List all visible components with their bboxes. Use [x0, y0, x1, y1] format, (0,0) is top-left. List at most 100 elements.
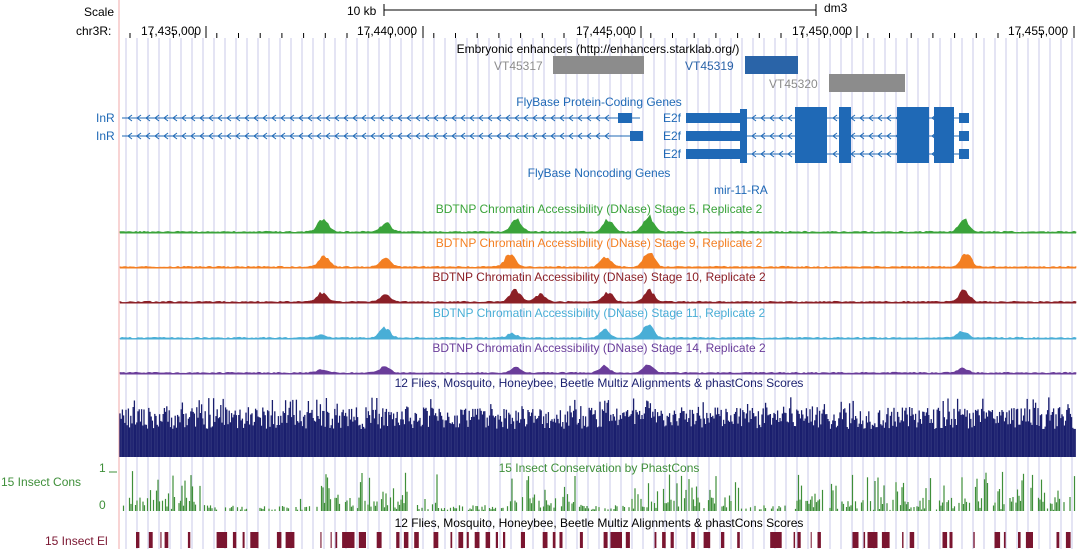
- conserved-element[interactable]: [559, 532, 563, 548]
- gene-exon[interactable]: [740, 109, 747, 127]
- conserved-element[interactable]: [433, 532, 439, 548]
- conserved-element[interactable]: [1056, 532, 1060, 548]
- conserved-element[interactable]: [450, 532, 453, 548]
- conserved-element[interactable]: [458, 532, 464, 548]
- gene-exon[interactable]: [959, 113, 969, 123]
- conserved-element[interactable]: [691, 532, 695, 548]
- conserved-element[interactable]: [881, 532, 890, 548]
- enhancer-box-vt45317[interactable]: [553, 56, 644, 74]
- gene-label-e2f[interactable]: E2f: [663, 147, 682, 161]
- conserved-element[interactable]: [867, 532, 878, 548]
- dnase-signal[interactable]: [119, 214, 1077, 234]
- conserved-element[interactable]: [625, 532, 630, 548]
- conserved-element[interactable]: [1018, 532, 1021, 548]
- conserved-element[interactable]: [610, 532, 623, 548]
- conserved-element[interactable]: [160, 532, 162, 548]
- conserved-element[interactable]: [994, 532, 1001, 548]
- conserved-element[interactable]: [136, 532, 140, 548]
- conserved-element[interactable]: [242, 532, 245, 548]
- conserved-element[interactable]: [520, 532, 525, 548]
- gene-exon-block[interactable]: [839, 107, 851, 163]
- gene-label-e2f[interactable]: E2f: [663, 129, 682, 143]
- conserved-element[interactable]: [335, 532, 338, 548]
- gene-exon[interactable]: [959, 149, 969, 159]
- gene-exon[interactable]: [630, 131, 643, 141]
- dnase-signal[interactable]: [119, 364, 1077, 375]
- conserved-element[interactable]: [852, 532, 859, 548]
- conserved-element[interactable]: [579, 532, 583, 548]
- conserved-element[interactable]: [1003, 532, 1006, 548]
- conserved-element[interactable]: [770, 532, 782, 548]
- conserved-element[interactable]: [817, 532, 821, 548]
- conserved-element[interactable]: [654, 532, 657, 548]
- gene-exon-block[interactable]: [897, 107, 929, 163]
- conserved-element[interactable]: [603, 532, 608, 548]
- conserved-element[interactable]: [358, 532, 366, 548]
- dnase-signal[interactable]: [119, 288, 1077, 304]
- enhancer-label-vt45319[interactable]: VT45319: [685, 59, 734, 73]
- conserved-element[interactable]: [503, 532, 506, 548]
- enhancer-box-vt45319[interactable]: [745, 56, 798, 74]
- conserved-element[interactable]: [276, 532, 282, 548]
- conserved-element[interactable]: [1065, 532, 1071, 548]
- conserved-element[interactable]: [863, 532, 866, 548]
- gene-label-inr[interactable]: InR: [96, 111, 115, 125]
- conserved-element[interactable]: [973, 532, 975, 548]
- conserved-element[interactable]: [403, 532, 409, 548]
- gene-label-inr[interactable]: InR: [96, 129, 115, 143]
- gene-exon[interactable]: [686, 113, 746, 123]
- conserved-element[interactable]: [1025, 532, 1033, 548]
- gene-exon-block[interactable]: [934, 107, 954, 163]
- gene-exon-block[interactable]: [795, 107, 827, 163]
- conserved-element[interactable]: [342, 532, 355, 548]
- gene-exon[interactable]: [686, 131, 746, 141]
- conserved-element[interactable]: [797, 532, 801, 548]
- conserved-element[interactable]: [902, 532, 904, 548]
- conserved-element[interactable]: [414, 532, 419, 548]
- conserved-element[interactable]: [495, 532, 498, 548]
- cons-left-label[interactable]: 15 Insect Cons: [1, 475, 82, 489]
- conserved-element[interactable]: [909, 532, 915, 548]
- conserved-element[interactable]: [793, 532, 796, 548]
- conserved-element[interactable]: [330, 532, 332, 548]
- conserved-element[interactable]: [376, 532, 382, 548]
- conserved-element[interactable]: [187, 532, 191, 548]
- dnase-signal[interactable]: [119, 324, 1077, 340]
- conserved-element[interactable]: [474, 532, 480, 548]
- conserved-element[interactable]: [949, 532, 953, 548]
- gene-label-e2f[interactable]: E2f: [663, 111, 682, 125]
- gene-exon[interactable]: [740, 145, 747, 163]
- gene-exon[interactable]: [965, 117, 969, 121]
- enhancer-label-vt45317[interactable]: VT45317: [494, 59, 543, 73]
- conserved-element[interactable]: [216, 532, 228, 548]
- gene-exon[interactable]: [686, 149, 746, 159]
- noncoding-gene-label[interactable]: mir-11-RA: [714, 183, 768, 197]
- conserved-element[interactable]: [721, 532, 725, 548]
- conserved-element[interactable]: [320, 532, 322, 548]
- enhancer-label-vt45320[interactable]: VT45320: [769, 77, 818, 91]
- enhancer-box-vt45320[interactable]: [829, 74, 905, 92]
- conserved-element[interactable]: [662, 532, 666, 548]
- el-left-label[interactable]: 15 Insect El: [45, 534, 108, 548]
- conserved-element[interactable]: [396, 532, 400, 548]
- gene-exon[interactable]: [959, 131, 969, 141]
- dnase-signal[interactable]: [119, 252, 1077, 269]
- conserved-element[interactable]: [164, 532, 169, 548]
- conserved-element[interactable]: [810, 532, 812, 548]
- conserved-element[interactable]: [250, 532, 259, 548]
- conserved-element[interactable]: [670, 532, 674, 548]
- conserved-element[interactable]: [232, 532, 237, 548]
- conserved-element[interactable]: [542, 532, 548, 548]
- conserved-element[interactable]: [552, 532, 556, 548]
- conserved-element[interactable]: [703, 532, 711, 548]
- conserved-element[interactable]: [466, 532, 469, 548]
- gene-exon[interactable]: [740, 127, 747, 145]
- conserved-element[interactable]: [942, 532, 948, 548]
- conserved-element[interactable]: [285, 532, 295, 548]
- gene-exon[interactable]: [618, 113, 632, 123]
- conserved-element[interactable]: [485, 532, 491, 548]
- conserved-element[interactable]: [737, 532, 740, 548]
- conserved-element[interactable]: [148, 532, 153, 548]
